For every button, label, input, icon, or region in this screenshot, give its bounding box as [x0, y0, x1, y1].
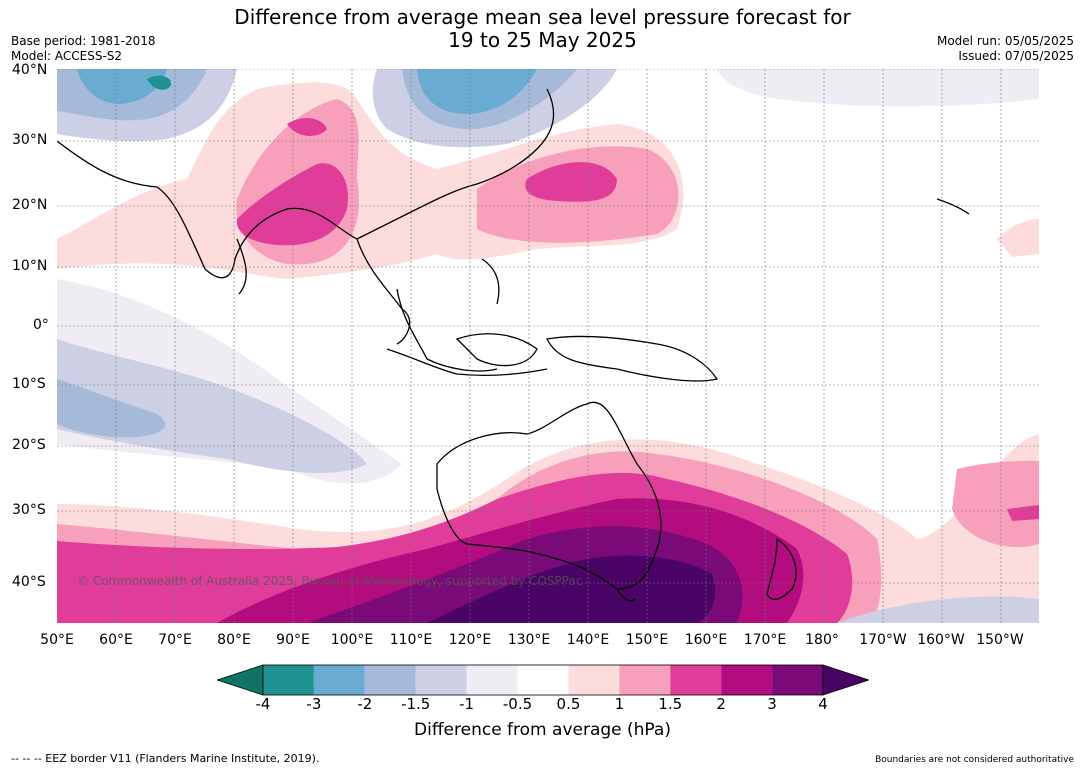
issued-date: Issued: 07/05/2025 [958, 49, 1074, 63]
lon-label: 50°E [40, 632, 74, 648]
lon-label: 180° [805, 632, 839, 648]
lon-label: 150°W [976, 632, 1024, 648]
colorbar-segment [263, 665, 314, 695]
colorbar-tick-label: -3 [306, 695, 322, 713]
lon-label: 150°E [625, 632, 669, 648]
colorbar-segment [364, 665, 416, 695]
colorbar-tick-label: 1.5 [658, 695, 683, 713]
colorbar-segment [466, 665, 518, 695]
lon-label: 160°E [684, 632, 728, 648]
lon-label: 130°E [507, 632, 551, 648]
copyright-notice: © Commonwealth of Australia 2025, Bureau… [77, 574, 583, 588]
lon-label: 170°W [859, 632, 907, 648]
base-period: Base period: 1981-2018 [11, 34, 156, 48]
colorbar-tick-label: -1 [459, 695, 475, 713]
lat-label: 40°N [12, 62, 48, 78]
colorbar-tick-label: 2 [716, 695, 726, 713]
southern-positive-anomaly [57, 434, 1039, 623]
coastlines [57, 88, 970, 602]
lat-label: 10°S [12, 376, 46, 392]
lon-label: 140°E [566, 632, 610, 648]
lon-label: 170°E [743, 632, 787, 648]
lon-label: 100°E [330, 632, 374, 648]
colorbar-segment [568, 665, 620, 695]
colorbar-tick-label: 4 [818, 695, 828, 713]
lon-label: 110°E [389, 632, 433, 648]
lat-label: 40°S [12, 574, 46, 590]
colorbar-label: Difference from average (hPa) [414, 720, 671, 740]
model-name: Model: ACCESS-S2 [11, 49, 123, 63]
colorbar-tick-label: 1 [614, 695, 625, 713]
colorbar-segment [517, 665, 569, 695]
lon-label: 160°W [917, 632, 965, 648]
lon-label: 60°E [99, 632, 133, 648]
northern-positive-anomaly [57, 82, 1039, 279]
negative-anomaly [57, 69, 1039, 484]
colorbar-segment [313, 665, 365, 695]
colorbar-tick-label: -4 [255, 695, 271, 713]
map-title-line2: 19 to 25 May 2025 [448, 28, 637, 52]
lat-label: 30°N [12, 132, 48, 148]
lat-label: 20°N [12, 197, 48, 213]
lat-label: 30°S [12, 502, 46, 518]
lon-label: 80°E [217, 632, 251, 648]
eez-border-note: -- -- -- EEZ border V11 (Flanders Marine… [11, 752, 320, 765]
colorbar-max-extension [822, 664, 869, 696]
lat-label: 20°S [12, 437, 46, 453]
colorbar [217, 664, 869, 696]
colorbar-min-extension [217, 664, 264, 696]
colorbar-segment [772, 665, 823, 695]
map-title-line1: Difference from average mean sea level p… [234, 5, 851, 29]
colorbar-frame [262, 664, 824, 696]
lon-label: 120°E [448, 632, 492, 648]
gridlines [57, 69, 1039, 623]
colorbar-tick-label: 0.5 [556, 695, 581, 713]
colorbar-tick-label: 3 [767, 695, 777, 713]
model-run: Model run: 05/05/2025 [936, 34, 1074, 48]
lat-label: 0° [33, 317, 49, 333]
colorbar-tick-label: -0.5 [502, 695, 533, 713]
boundaries-note: Boundaries are not considered authoritat… [875, 755, 1074, 765]
colorbar-tick-label: -1.5 [401, 695, 431, 713]
pressure-anomaly-map [57, 69, 1039, 623]
lon-label: 70°E [158, 632, 192, 648]
colorbar-tick-label: -2 [357, 695, 373, 713]
colorbar-segment [721, 665, 773, 695]
lon-label: 90°E [276, 632, 310, 648]
colorbar-segment [670, 665, 722, 695]
colorbar-segment [415, 665, 467, 695]
lat-label: 10°N [12, 258, 48, 274]
colorbar-segment [619, 665, 671, 695]
